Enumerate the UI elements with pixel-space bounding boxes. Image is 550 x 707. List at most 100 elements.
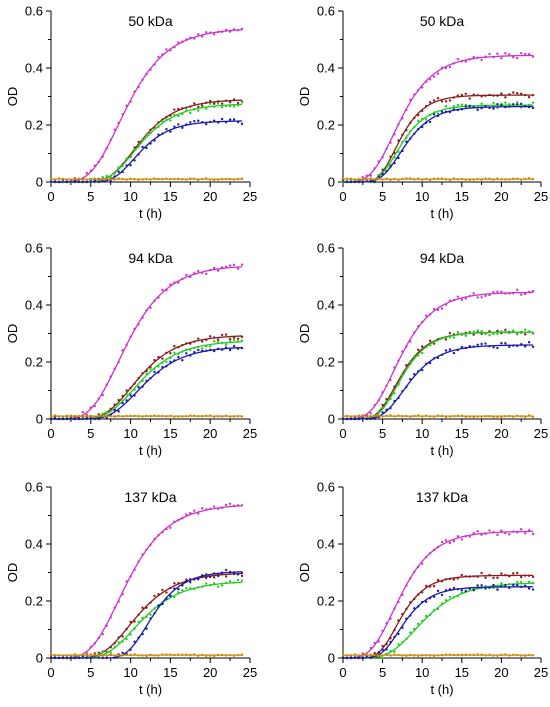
data-point bbox=[496, 177, 499, 180]
data-point bbox=[141, 372, 144, 375]
data-point bbox=[444, 336, 448, 339]
data-point bbox=[109, 177, 112, 181]
data-point bbox=[531, 415, 535, 418]
data-point bbox=[236, 267, 240, 270]
data-point bbox=[161, 132, 164, 135]
data-point bbox=[381, 171, 384, 174]
data-point bbox=[236, 347, 240, 350]
panel-title: 94 kDa bbox=[420, 250, 465, 266]
data-point bbox=[504, 532, 507, 535]
data-point bbox=[169, 360, 172, 364]
data-point bbox=[393, 366, 396, 369]
data-point bbox=[341, 656, 345, 659]
series-fit-line bbox=[51, 571, 243, 659]
data-point bbox=[181, 277, 184, 281]
data-point bbox=[212, 654, 216, 658]
data-point bbox=[456, 108, 460, 112]
data-point bbox=[181, 653, 184, 656]
data-point bbox=[492, 178, 495, 181]
data-point bbox=[220, 30, 224, 34]
data-point bbox=[193, 119, 196, 123]
data-point bbox=[373, 414, 376, 417]
data-point bbox=[141, 606, 144, 609]
data-point bbox=[452, 336, 456, 339]
data-point bbox=[77, 414, 81, 418]
data-point bbox=[484, 576, 487, 580]
x-tick-label: 10 bbox=[415, 665, 429, 680]
data-point bbox=[85, 180, 89, 184]
data-point bbox=[484, 342, 487, 345]
x-tick-label: 20 bbox=[494, 665, 508, 680]
data-point bbox=[216, 338, 220, 341]
data-point bbox=[105, 411, 108, 414]
data-point bbox=[377, 399, 380, 402]
data-point bbox=[516, 56, 519, 60]
data-point bbox=[65, 654, 69, 657]
data-point bbox=[397, 653, 400, 657]
data-point bbox=[101, 632, 104, 636]
data-point bbox=[413, 355, 416, 358]
data-point bbox=[201, 349, 204, 353]
data-point bbox=[85, 656, 89, 660]
data-point bbox=[189, 653, 192, 657]
data-point bbox=[181, 126, 184, 129]
data-point bbox=[409, 601, 412, 604]
data-point bbox=[527, 53, 531, 56]
data-point bbox=[185, 273, 188, 277]
data-point bbox=[197, 654, 200, 657]
data-point bbox=[389, 654, 392, 657]
data-point bbox=[165, 177, 168, 180]
data-point bbox=[468, 331, 471, 335]
data-point bbox=[492, 346, 495, 349]
data-point bbox=[349, 177, 353, 180]
data-point bbox=[105, 147, 108, 150]
data-point bbox=[220, 333, 224, 337]
data-point bbox=[113, 178, 116, 181]
data-point bbox=[97, 654, 100, 657]
data-point bbox=[173, 359, 176, 362]
data-point bbox=[456, 94, 460, 97]
data-point bbox=[531, 101, 535, 104]
data-point bbox=[133, 178, 136, 181]
data-point bbox=[409, 378, 412, 381]
data-point bbox=[389, 397, 392, 401]
data-point bbox=[504, 342, 507, 345]
data-point bbox=[432, 308, 436, 311]
data-point bbox=[236, 120, 240, 124]
data-point bbox=[220, 653, 224, 657]
data-point bbox=[101, 180, 104, 183]
x-tick-label: 15 bbox=[163, 665, 177, 680]
data-point bbox=[185, 352, 188, 355]
data-point bbox=[448, 110, 452, 114]
data-point bbox=[189, 36, 192, 39]
data-point bbox=[421, 345, 424, 348]
data-point bbox=[205, 508, 208, 511]
data-point bbox=[173, 108, 176, 111]
data-point bbox=[488, 334, 491, 337]
data-point bbox=[488, 106, 491, 110]
data-point bbox=[385, 414, 388, 417]
data-point bbox=[397, 150, 400, 154]
data-point bbox=[177, 41, 180, 44]
data-point bbox=[113, 654, 116, 657]
data-point bbox=[121, 635, 124, 638]
data-point bbox=[397, 414, 400, 417]
data-point bbox=[193, 108, 196, 111]
data-point bbox=[169, 586, 172, 590]
data-point bbox=[523, 105, 527, 108]
data-point bbox=[492, 576, 495, 580]
x-tick-label: 25 bbox=[534, 665, 548, 680]
data-point bbox=[97, 414, 100, 418]
data-point bbox=[440, 353, 444, 356]
data-point bbox=[452, 351, 456, 355]
data-point bbox=[153, 177, 156, 180]
x-tick-label: 25 bbox=[534, 189, 548, 204]
data-point bbox=[236, 572, 240, 576]
data-point bbox=[145, 627, 148, 630]
data-point bbox=[129, 164, 132, 167]
data-point bbox=[212, 33, 216, 36]
data-point bbox=[224, 654, 228, 657]
data-point bbox=[81, 653, 85, 656]
data-point bbox=[109, 138, 112, 141]
data-point bbox=[456, 348, 460, 352]
